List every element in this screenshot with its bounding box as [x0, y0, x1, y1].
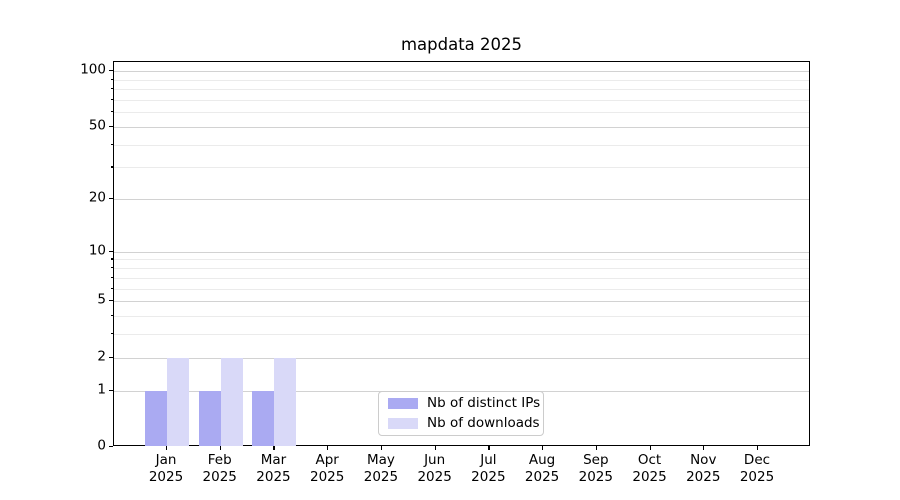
x-tick-year: 2025 [686, 469, 721, 485]
x-tick-label: Aug 2025 [525, 452, 559, 486]
x-tick-mark [273, 446, 275, 450]
gridline-major [114, 301, 809, 303]
gridline-major [114, 71, 809, 73]
bar-downloads [220, 357, 243, 446]
x-tick-year: 2025 [148, 469, 184, 485]
gridline-major [114, 199, 809, 201]
gridline-minor [114, 259, 809, 261]
bar-distinct-ips [252, 390, 275, 446]
y-tick-mark [109, 446, 113, 448]
x-tick-mark [649, 446, 651, 450]
y-tick-label: 50 [88, 117, 106, 134]
x-tick-mark [219, 446, 221, 450]
bar-distinct-ips [198, 390, 221, 446]
x-tick-label: Nov 2025 [686, 452, 720, 486]
gridline-minor [114, 144, 809, 146]
x-tick-mark [488, 446, 490, 450]
x-tick-mark [703, 446, 705, 450]
x-tick-mark [327, 446, 329, 450]
gridline-minor [114, 79, 809, 81]
x-tick-mark [434, 446, 436, 450]
gridline-major [114, 251, 809, 253]
gridline-minor [114, 89, 809, 91]
gridline-minor [114, 167, 809, 169]
y-tick-label: 5 [97, 291, 106, 308]
bar-distinct-ips [145, 390, 167, 446]
x-tick-label: Oct 2025 [632, 452, 666, 486]
x-tick-month: Sep [583, 452, 609, 468]
y-tick-label: 0 [97, 437, 106, 454]
x-tick-year: 2025 [471, 469, 506, 485]
gridline-minor [114, 288, 809, 290]
x-tick-year: 2025 [256, 469, 291, 485]
x-tick-year: 2025 [309, 469, 345, 485]
x-tick-year: 2025 [524, 469, 560, 485]
x-tick-label: Sep 2025 [579, 452, 613, 486]
x-tick-mark [595, 446, 597, 450]
x-tick-month: Mar [260, 452, 287, 468]
gridline-minor [114, 112, 809, 114]
x-tick-year: 2025 [363, 469, 399, 485]
legend-label: Nb of distinct IPs [427, 395, 541, 411]
x-tick-label: Mar 2025 [256, 452, 290, 486]
x-tick-month: Feb [207, 452, 232, 468]
x-tick-month: Jul [480, 452, 497, 468]
bar-downloads [274, 357, 297, 446]
x-tick-mark [166, 446, 168, 450]
gridline-minor [114, 268, 809, 270]
x-tick-label: Dec 2025 [740, 452, 774, 486]
x-tick-year: 2025 [739, 469, 775, 485]
x-tick-label: Jan 2025 [149, 452, 183, 486]
bar-downloads [167, 357, 189, 446]
legend: Nb of distinct IPs Nb of downloads [378, 391, 544, 436]
x-tick-mark [542, 446, 544, 450]
y-tick-label: 100 [80, 61, 106, 78]
x-tick-month: Apr [315, 452, 339, 468]
legend-entry: Nb of downloads [379, 415, 543, 432]
x-tick-label: May 2025 [364, 452, 398, 486]
x-tick-label: Jun 2025 [417, 452, 451, 486]
x-tick-year: 2025 [578, 469, 613, 485]
gridline-major [114, 126, 809, 128]
x-tick-month: Jun [424, 452, 446, 468]
gridline-major [114, 357, 809, 359]
y-tick-label: 2 [97, 348, 106, 365]
bar-layer [114, 62, 809, 446]
gridline-minor [114, 334, 809, 336]
x-tick-year: 2025 [202, 469, 237, 485]
x-tick-mark [757, 446, 759, 450]
legend-swatch-distinct-ips [388, 398, 418, 409]
x-tick-label: Jul 2025 [471, 452, 505, 486]
chart-title: mapdata 2025 [400, 35, 523, 54]
gridline-minor [114, 315, 809, 317]
gridline-minor [114, 99, 809, 101]
y-tick-label: 10 [88, 242, 106, 259]
x-tick-month: Dec [743, 452, 771, 468]
x-tick-month: Aug [528, 452, 556, 468]
x-tick-mark [380, 446, 383, 450]
x-tick-year: 2025 [417, 469, 452, 485]
x-tick-month: Nov [690, 452, 717, 468]
legend-swatch-downloads [388, 418, 418, 429]
legend-label: Nb of downloads [427, 415, 540, 431]
y-tick-label: 20 [88, 189, 106, 206]
x-tick-month: May [366, 452, 395, 468]
gridline-minor [114, 277, 809, 279]
x-tick-month: Jan [155, 452, 177, 468]
x-tick-year: 2025 [632, 469, 667, 485]
y-tick-label: 1 [97, 381, 106, 398]
x-tick-label: Apr 2025 [310, 452, 344, 486]
x-tick-month: Oct [637, 452, 662, 468]
plot-area [113, 61, 810, 446]
x-tick-label: Feb 2025 [203, 452, 237, 486]
legend-entry: Nb of distinct IPs [379, 395, 543, 412]
